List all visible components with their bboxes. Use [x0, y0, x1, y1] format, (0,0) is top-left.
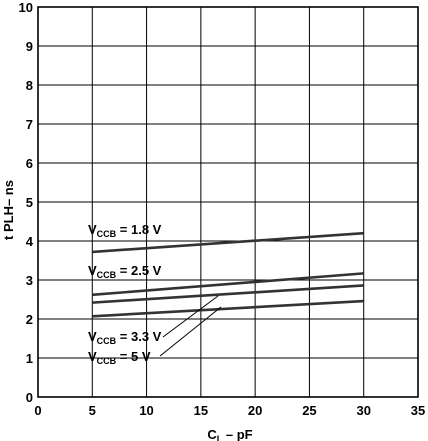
- series-label-5v: VCCB = 5 V: [88, 349, 151, 366]
- y-tick-label-3: 3: [26, 273, 33, 288]
- y-axis-title: t PLH– ns: [1, 180, 16, 240]
- y-tick-label-0: 0: [26, 390, 33, 405]
- x-axis-title: CL – pF: [207, 427, 252, 441]
- series-lines: [92, 231, 364, 318]
- x-tick-label-3: 15: [194, 403, 208, 418]
- y-tick-label-1: 1: [26, 351, 33, 366]
- x-axis-title-sub: L: [217, 434, 223, 441]
- x-tick-label-2: 10: [139, 403, 153, 418]
- series-label-5v-sub: CCB: [97, 356, 117, 366]
- x-axis-title-suffix: – pF: [222, 427, 252, 441]
- y-tick-label-9: 9: [26, 39, 33, 54]
- x-tick-label-0: 0: [34, 403, 41, 418]
- series-line-0: [92, 231, 364, 254]
- x-axis-title-main: C: [207, 427, 217, 441]
- leader-line-5v: [159, 306, 222, 357]
- grid: [38, 7, 418, 397]
- series-label-1v8-suffix: = 1.8 V: [116, 222, 161, 237]
- series-line-2: [92, 284, 364, 304]
- x-tick-label-6: 30: [356, 403, 370, 418]
- series-label-2v5-suffix: = 2.5 V: [116, 263, 161, 278]
- series-label-3v3-main: V: [88, 329, 97, 344]
- y-tick-label-6: 6: [26, 156, 33, 171]
- series-line-1: [92, 272, 364, 297]
- x-tick-label-1: 5: [89, 403, 96, 418]
- y-tick-label-7: 7: [26, 117, 33, 132]
- x-tick-label-7: 35: [411, 403, 425, 418]
- x-tick-labels: 0 5 10 15 20 25 30 35: [34, 403, 425, 418]
- series-label-3v3: VCCB = 3.3 V: [88, 329, 162, 346]
- leader-line-3v3: [162, 295, 219, 338]
- x-tick-label-5: 25: [302, 403, 316, 418]
- y-tick-label-5: 5: [26, 195, 33, 210]
- series-line-3: [92, 299, 364, 318]
- x-tick-label-4: 20: [248, 403, 262, 418]
- series-label-1v8-sub: CCB: [97, 229, 117, 239]
- y-tick-label-2: 2: [26, 312, 33, 327]
- series-label-2v5-main: V: [88, 263, 97, 278]
- y-tick-labels: 0 1 2 3 4 5 6 7 8 9 10: [19, 0, 34, 405]
- y-tick-label-10: 10: [19, 0, 33, 15]
- series-label-2v5: VCCB = 2.5 V: [88, 263, 162, 280]
- series-label-3v3-sub: CCB: [97, 336, 117, 346]
- plot-frame: [37, 6, 419, 398]
- y-tick-label-8: 8: [26, 78, 33, 93]
- series-label-1v8: VCCB = 1.8 V: [88, 222, 162, 239]
- series-label-2v5-sub: CCB: [97, 270, 117, 280]
- y-tick-label-4: 4: [26, 234, 34, 249]
- series-label-5v-suffix: = 5 V: [116, 349, 151, 364]
- series-label-1v8-main: V: [88, 222, 97, 237]
- series-label-5v-main: V: [88, 349, 97, 364]
- series-label-3v3-suffix: = 3.3 V: [116, 329, 161, 344]
